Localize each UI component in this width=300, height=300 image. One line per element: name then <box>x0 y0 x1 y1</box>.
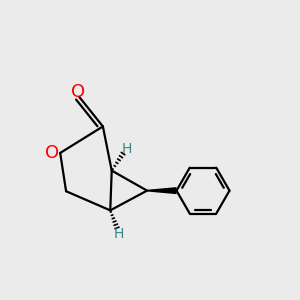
Text: O: O <box>45 144 59 162</box>
Text: O: O <box>71 83 85 101</box>
Text: H: H <box>122 142 132 156</box>
Text: H: H <box>114 227 124 241</box>
Polygon shape <box>147 187 176 194</box>
